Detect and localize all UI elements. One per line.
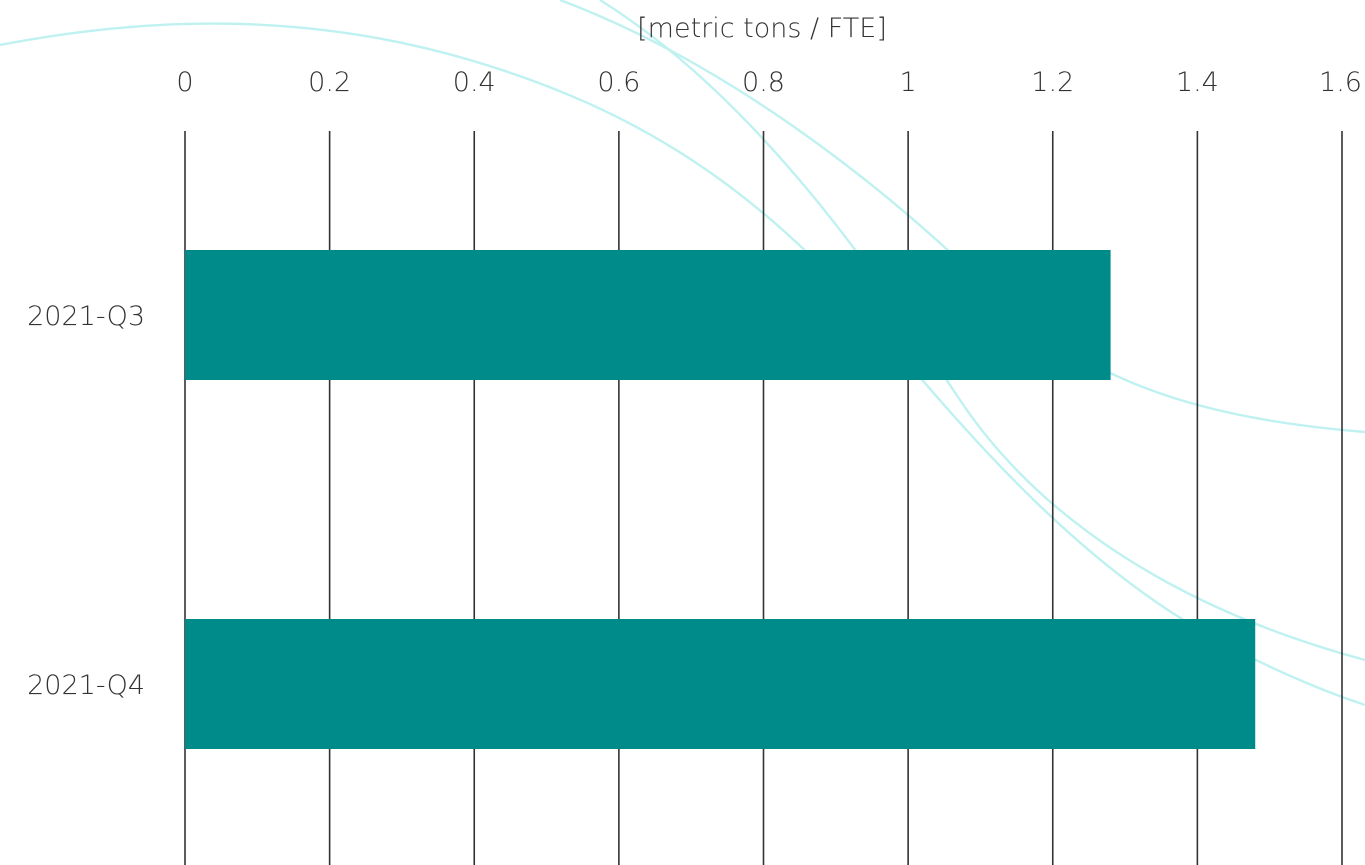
x-tick-label: 0.4 bbox=[453, 67, 496, 98]
x-tick-label: 0.2 bbox=[308, 67, 351, 98]
x-tick-label: 0 bbox=[176, 67, 193, 98]
x-tick-labels: 0 0.2 0.4 0.6 0.8 1 1.2 1.4 1.6 bbox=[176, 67, 1362, 98]
x-tick-label: 0.6 bbox=[597, 67, 640, 98]
x-tick-label: 1.6 bbox=[1319, 67, 1362, 98]
category-label: 2021-Q3 bbox=[27, 301, 145, 332]
x-tick-label: 0.8 bbox=[742, 67, 785, 98]
category-label: 2021-Q4 bbox=[27, 670, 145, 701]
bar bbox=[185, 619, 1256, 749]
x-tick-label: 1.2 bbox=[1031, 67, 1074, 98]
bars bbox=[185, 250, 1256, 749]
bar bbox=[185, 250, 1111, 380]
category-labels: 2021-Q3 2021-Q4 bbox=[27, 301, 145, 701]
x-tick-label: 1 bbox=[900, 67, 917, 98]
x-tick-label: 1.4 bbox=[1176, 67, 1219, 98]
grid-lines bbox=[184, 131, 1343, 865]
x-axis-label: [metric tons / FTE] bbox=[637, 13, 887, 44]
